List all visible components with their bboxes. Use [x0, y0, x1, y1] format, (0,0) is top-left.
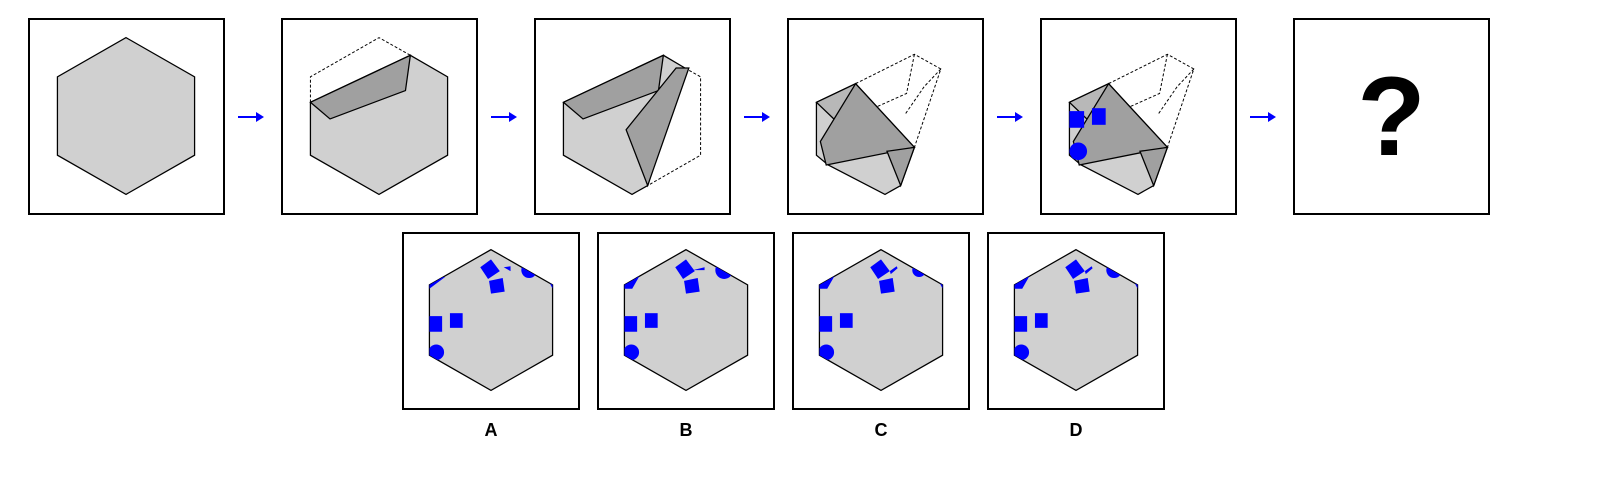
option-d[interactable] — [987, 232, 1165, 410]
circle-hole — [1069, 142, 1088, 161]
option-a[interactable] — [402, 232, 580, 410]
square-hole — [1091, 108, 1106, 125]
arrow-right-icon — [744, 112, 770, 122]
option-c-label: C — [874, 420, 888, 440]
sequence-panel-2 — [281, 18, 478, 215]
arrow-right-icon — [997, 112, 1023, 122]
arrow-right-icon — [238, 112, 264, 122]
unfolded-hexagon-d — [1013, 248, 1139, 392]
unfolded-hexagon-a — [428, 248, 554, 392]
hexagon-paper — [56, 36, 196, 196]
sequence-panel-3 — [534, 18, 731, 215]
sequence-panel-4 — [787, 18, 984, 215]
arrow-right-icon — [1250, 112, 1276, 122]
option-c[interactable] — [792, 232, 970, 410]
folded-paper-step-2 — [309, 37, 449, 196]
sequence-panel-5 — [1040, 18, 1237, 215]
option-a-label: A — [484, 420, 498, 440]
option-d-label: D — [1069, 420, 1083, 440]
unfolded-hexagon-b — [623, 248, 749, 392]
folded-paper-step-3 — [562, 54, 702, 196]
square-hole — [1069, 111, 1085, 128]
folded-paper-step-4 — [815, 53, 942, 196]
unfolded-hexagon-c — [818, 248, 944, 392]
option-b[interactable] — [597, 232, 775, 410]
option-b-label: B — [679, 420, 693, 440]
folded-paper-punched-step-5 — [1068, 53, 1195, 196]
sequence-panel-1 — [28, 18, 225, 215]
sequence-panel-6: ? — [1293, 18, 1490, 215]
question-mark: ? — [1357, 54, 1426, 179]
arrow-right-icon — [491, 112, 517, 122]
